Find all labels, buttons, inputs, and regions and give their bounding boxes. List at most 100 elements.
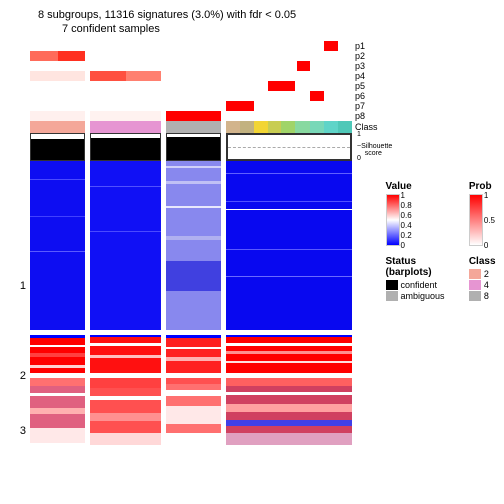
p-track-3 xyxy=(30,71,85,81)
class-cell xyxy=(268,121,282,133)
heat-stripe xyxy=(226,404,352,412)
heat-stripe xyxy=(166,261,221,291)
heat-stripe xyxy=(90,413,161,421)
prob-tick: 1 xyxy=(484,191,488,200)
heat-stripe xyxy=(30,365,85,368)
panel-2 xyxy=(166,41,221,439)
panel-1 xyxy=(90,41,161,439)
p-label-p7: p7 xyxy=(355,101,378,111)
heat-cluster-c3 xyxy=(226,378,352,439)
heat-stripe xyxy=(226,201,352,202)
class-track xyxy=(30,121,85,133)
value-legend: Value 10.80.60.40.20 xyxy=(386,181,463,246)
status-swatch xyxy=(386,280,398,290)
heat-stripe xyxy=(90,186,161,187)
heat-stripe xyxy=(166,347,221,349)
sil-bar xyxy=(167,137,220,160)
p-track-0 xyxy=(90,41,161,51)
p-track-1 xyxy=(30,51,85,61)
heat-stripe xyxy=(90,378,161,388)
class-label: 8 xyxy=(484,291,489,301)
heatmap xyxy=(90,161,161,439)
value-legend-title: Value xyxy=(386,181,463,192)
heat-stripe xyxy=(226,361,352,363)
class-cell xyxy=(324,121,338,133)
p-track-7 xyxy=(30,111,85,121)
heat-stripe xyxy=(90,396,161,400)
value-tick: 0.2 xyxy=(401,231,412,240)
status-legend: Status (barplots) confidentambiguous xyxy=(386,256,463,301)
cluster-label-2: 2 xyxy=(20,370,26,382)
heat-stripe xyxy=(30,378,85,386)
heat-stripe xyxy=(226,249,352,250)
p-cell xyxy=(166,111,221,121)
p-track-2 xyxy=(90,61,161,71)
title-line1: 8 subgroups, 11316 signatures (3.0%) wit… xyxy=(38,8,496,22)
cluster-label-3: 3 xyxy=(20,425,26,437)
p-cell xyxy=(30,111,85,121)
heat-stripe xyxy=(226,351,352,354)
p-track-3 xyxy=(166,71,221,81)
p-track-7 xyxy=(226,111,352,121)
p-track-5 xyxy=(226,91,352,101)
heat-stripe xyxy=(166,206,221,208)
heat-stripe xyxy=(226,392,352,395)
silhouette-track xyxy=(166,133,221,161)
p-track-3 xyxy=(90,71,161,81)
p-cell xyxy=(268,81,296,91)
p-track-6 xyxy=(226,101,352,111)
p-track-3 xyxy=(226,71,352,81)
heat-stripe xyxy=(226,335,352,337)
value-gradient: 10.80.60.40.20 xyxy=(386,194,400,246)
p-cell xyxy=(90,111,161,121)
heat-stripe xyxy=(226,209,352,210)
heat-stripe xyxy=(166,433,221,445)
heat-stripe xyxy=(226,420,352,426)
p-cell xyxy=(58,51,86,61)
class-cell xyxy=(310,121,324,133)
heat-cluster-c1 xyxy=(166,161,221,331)
class-track xyxy=(166,121,221,133)
heat-stripe xyxy=(90,433,161,445)
panel-0 xyxy=(30,41,85,439)
p-track-1 xyxy=(226,51,352,61)
heat-stripe xyxy=(226,343,352,346)
heat-stripe xyxy=(166,406,221,424)
heat-stripe xyxy=(30,335,85,338)
class-cell xyxy=(166,121,221,133)
value-tick: 0 xyxy=(401,241,405,250)
status-label: confident xyxy=(401,280,438,290)
heat-stripe xyxy=(30,179,85,180)
main-layout: 1 2 3 p1p2p3p4p5p6p7p8 Class 1 ~Silhouet… xyxy=(8,41,496,439)
p-label-p3: p3 xyxy=(355,61,378,71)
heat-stripe xyxy=(90,231,161,232)
sil-dash-05 xyxy=(228,147,350,148)
class-track xyxy=(90,121,161,133)
p-label-p1: p1 xyxy=(355,41,378,51)
heat-stripe xyxy=(90,335,161,337)
class-row: 8 xyxy=(469,291,496,301)
class-cell xyxy=(338,121,352,133)
value-tick: 1 xyxy=(401,191,405,200)
panel-3 xyxy=(226,41,352,439)
p-track-0 xyxy=(30,41,85,51)
p-track-2 xyxy=(226,61,352,71)
class-label: 4 xyxy=(484,280,489,290)
value-tick: 0.6 xyxy=(401,211,412,220)
heat-stripe xyxy=(226,378,352,386)
cluster-label-1: 1 xyxy=(20,280,26,292)
class-cell xyxy=(254,121,268,133)
heat-stripe xyxy=(166,357,221,361)
class-cell xyxy=(281,121,295,133)
p-track-4 xyxy=(90,81,161,91)
class-cell xyxy=(30,121,85,133)
status-row: confident xyxy=(386,280,463,290)
p-track-5 xyxy=(166,91,221,101)
p-track-6 xyxy=(166,101,221,111)
silhouette-axis: 1 ~Silhouette score 0 xyxy=(355,133,378,161)
silhouette-label: ~Silhouette score xyxy=(357,143,392,157)
track-labels: p1p2p3p4p5p6p7p8 Class 1 ~Silhouette sco… xyxy=(355,41,378,439)
class-swatch xyxy=(469,291,481,301)
class-legend: Class 248 xyxy=(469,256,496,301)
heat-stripe xyxy=(30,216,85,217)
